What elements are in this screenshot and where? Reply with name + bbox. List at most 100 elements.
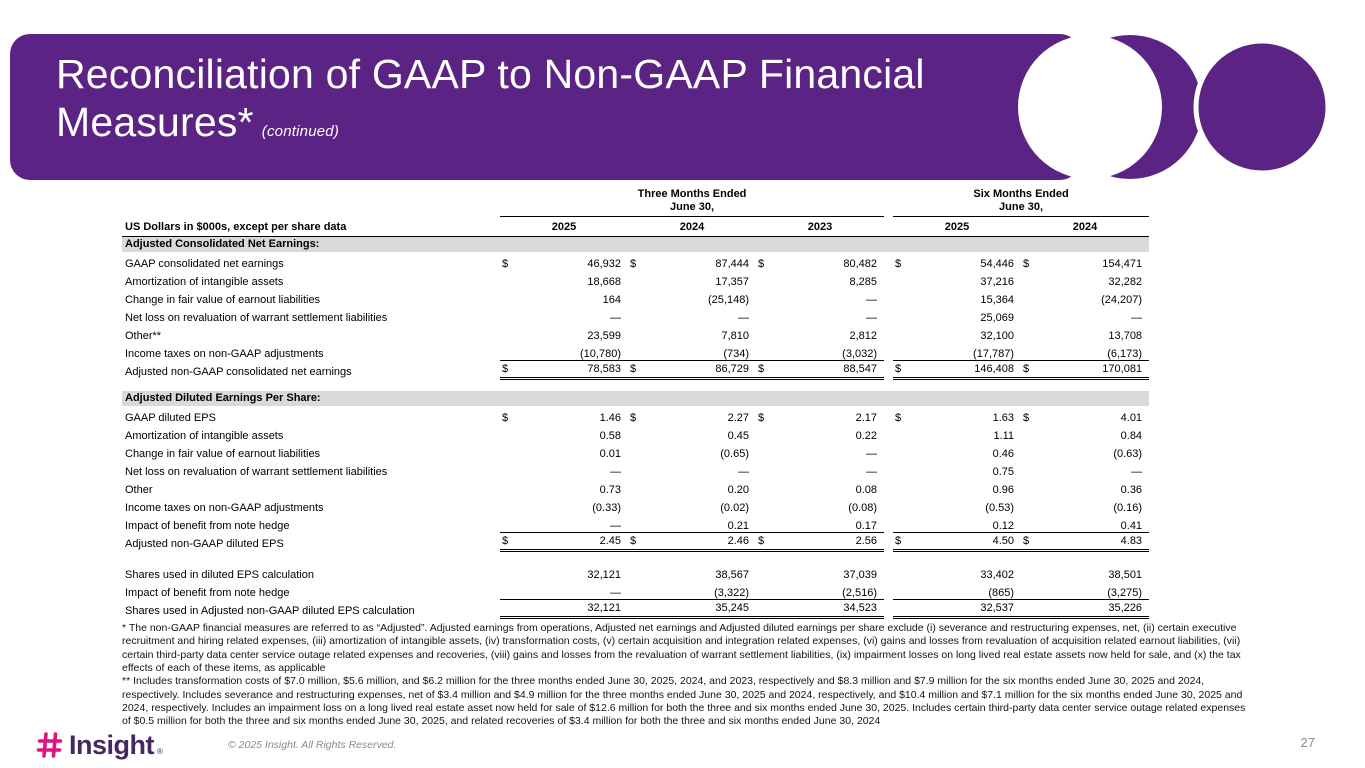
column-gap-cell — [884, 252, 893, 270]
column-gap-cell — [884, 563, 893, 581]
dollar-sign-cell: $ — [1023, 258, 1030, 270]
dollar-sign-cell — [1021, 324, 1045, 342]
amount-cell: 0.36 — [1120, 484, 1143, 496]
group-subtitle: June 30, — [670, 201, 715, 213]
column-gap-cell — [884, 288, 893, 306]
dollar-sign-cell — [756, 270, 780, 288]
column-gap-cell — [884, 342, 893, 360]
amount-cell: 2.56 — [780, 532, 885, 552]
table-row: Income taxes on non-GAAP adjustments (10,… — [122, 342, 1150, 361]
column-gap-cell — [884, 324, 893, 342]
dollar-sign-cell: $ — [1021, 360, 1046, 380]
amount-cell: 2,812 — [849, 330, 878, 342]
dollar-sign-cell — [756, 496, 780, 514]
dollar-sign-cell — [893, 581, 918, 600]
row-label: Change in fair value of earnout liabilit… — [125, 294, 321, 306]
amount-cell: 87,444 — [715, 258, 749, 270]
amount-cell: 0.41 — [1045, 514, 1150, 533]
logo-registered-mark: ® — [157, 747, 163, 756]
year-header: 2024 — [1021, 216, 1150, 237]
amount-cell: 15,364 — [980, 294, 1015, 306]
amount-cell: 1.11 — [993, 430, 1015, 442]
dollar-sign-cell — [1021, 306, 1045, 324]
row-label: Other — [125, 484, 153, 496]
table-wrapper: Three Months Ended June 30, Six Months E… — [122, 188, 1157, 619]
amount-cell: (0.65) — [720, 448, 749, 460]
dollar-sign-cell — [756, 581, 780, 600]
dollar-sign-cell: $ — [630, 412, 637, 424]
amount-cell: 32,121 — [524, 599, 628, 619]
dollar-sign-cell — [1021, 514, 1046, 533]
row-label: Amortization of intangible assets — [125, 430, 284, 442]
section-gap-row — [122, 550, 1149, 563]
dollar-sign-cell: $ — [893, 532, 918, 552]
amount-cell: — — [610, 312, 621, 324]
dollar-sign-cell: $ — [502, 412, 509, 424]
dollar-sign-cell — [756, 514, 780, 533]
amount-cell: 32,282 — [1108, 276, 1143, 288]
amount-cell: 0.12 — [917, 514, 1022, 533]
dollar-sign-cell — [628, 478, 652, 496]
year-header-row: US Dollars in $000s, except per share da… — [122, 216, 1150, 237]
dollar-sign-cell: $ — [500, 360, 524, 380]
dollar-sign-cell — [893, 496, 917, 514]
dollar-sign-cell — [628, 424, 652, 442]
title-continued: (continued) — [261, 123, 340, 140]
amount-cell: 154,471 — [1102, 258, 1143, 270]
table-row: GAAP diluted EPS $1.46 $2.27 $2.17 $1.63 $4.0… — [122, 406, 1149, 424]
dollar-sign-cell — [500, 324, 524, 342]
column-gap-cell — [884, 306, 893, 324]
amount-cell: 38,567 — [715, 569, 749, 581]
dollar-sign-cell — [893, 442, 917, 460]
amount-cell: (0.63) — [1113, 448, 1143, 460]
dollar-sign-cell: $ — [758, 412, 765, 424]
dollar-sign-cell: $ — [628, 360, 652, 380]
row-label: Amortization of intangible assets — [125, 276, 284, 288]
column-gap — [884, 188, 893, 217]
gap-cell — [122, 550, 1149, 563]
dollar-sign-cell — [893, 460, 917, 478]
dollar-sign-cell — [628, 342, 652, 361]
year-header: 2024 — [628, 216, 756, 237]
dollar-sign-cell — [893, 424, 917, 442]
amount-cell: — — [738, 312, 749, 324]
amount-cell: 164 — [602, 294, 621, 306]
amount-cell: (3,275) — [1045, 581, 1150, 600]
amount-cell: 4.01 — [1120, 412, 1143, 424]
table-row: Amortization of intangible assets 18,668 1… — [122, 270, 1149, 288]
insight-hash-icon — [36, 732, 63, 758]
group-title: Six Months Ended — [973, 188, 1069, 200]
row-label: Other** — [125, 330, 162, 342]
logo-wordmark: Insight — [69, 729, 155, 760]
dollar-sign-cell — [628, 514, 652, 533]
amount-cell: 37,216 — [980, 276, 1015, 288]
group-subtitle: June 30, — [999, 201, 1044, 213]
column-gap-cell — [884, 514, 893, 532]
table-row: Income taxes on non-GAAP adjustments (0.3… — [122, 496, 1149, 514]
dollar-sign-cell — [756, 460, 780, 478]
column-gap-cell — [884, 424, 893, 442]
amount-cell: 0.45 — [727, 430, 749, 442]
dollar-sign-cell: $ — [1021, 532, 1046, 552]
dollar-sign-cell — [893, 478, 917, 496]
footnotes: * The non-GAAP financial measures are re… — [122, 622, 1250, 729]
amount-cell: 0.75 — [992, 466, 1015, 478]
amount-cell: (2,516) — [780, 581, 885, 600]
amount-cell: 80,482 — [843, 258, 878, 270]
dollar-sign-cell: $ — [895, 412, 902, 424]
dollar-sign-cell — [893, 599, 918, 619]
table-row: Net loss on revaluation of warrant settl… — [122, 306, 1149, 324]
dollar-sign-cell — [628, 563, 652, 581]
copyright-text: © 2025 Insight. All Rights Reserved. — [228, 739, 397, 751]
column-gap-cell — [884, 442, 893, 460]
table-row: Adjusted non-GAAP consolidated net earni… — [122, 360, 1150, 380]
year-header: 2023 — [756, 216, 885, 237]
table-row: Other 0.73 0.20 0.08 0.96 0.36 — [122, 478, 1149, 496]
dollar-sign-cell — [628, 599, 652, 619]
amount-cell: 32,100 — [980, 330, 1015, 342]
amount-cell: — — [866, 466, 878, 478]
row-label: Adjusted non-GAAP consolidated net earni… — [125, 366, 352, 378]
col-group-three-months: Three Months Ended June 30, — [500, 188, 885, 217]
amount-cell: 0.46 — [992, 448, 1015, 460]
dollar-sign-cell: $ — [756, 360, 780, 380]
